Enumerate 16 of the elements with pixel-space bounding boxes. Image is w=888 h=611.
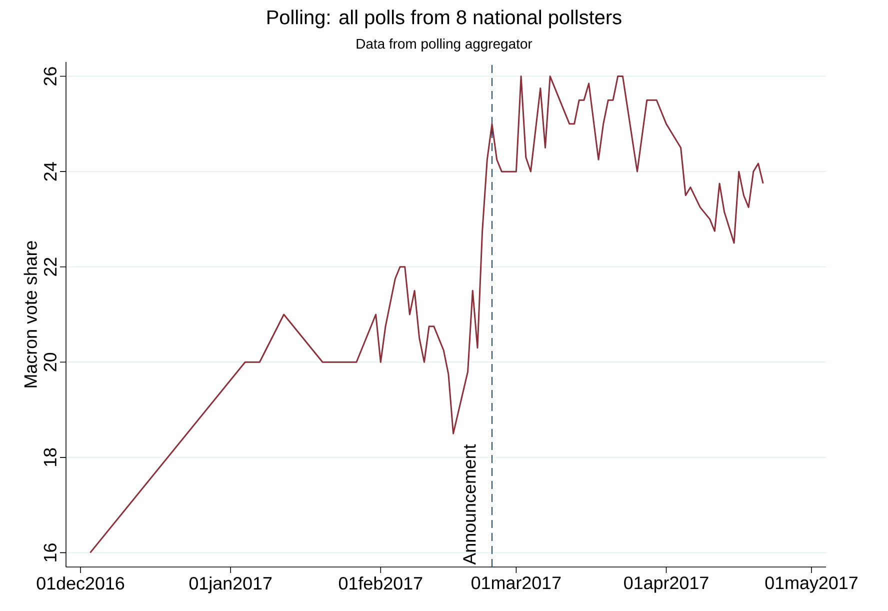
y-tick-label: 24 [44,162,56,181]
x-tick-label: 01feb2017 [338,576,422,590]
ref-line-label: Announcement [463,444,476,565]
y-tick-label: 16 [44,544,56,562]
chart-title: Polling: all polls from 8 national pollsters [268,10,622,28]
y-tick-label: 18 [44,448,56,466]
x-tick-label: 01apr2017 [624,576,708,593]
y-axis-title: Macron vote share [24,241,37,388]
x-tick-label: 01dec2016 [36,576,124,590]
y-tick-label: 26 [44,67,56,86]
chart-subtitle: Data from polling aggregator [356,38,532,52]
x-tick-label: 01jan2017 [189,576,272,594]
x-tick-label: 01may2017 [765,576,858,593]
y-tick-label: 20 [44,352,56,372]
x-tick-label: 01mar2017 [472,576,561,590]
y-tick-label: 22 [44,258,56,276]
